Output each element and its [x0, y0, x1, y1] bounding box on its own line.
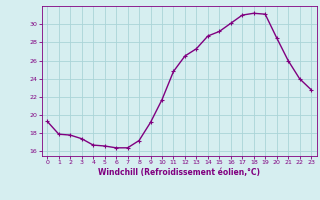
X-axis label: Windchill (Refroidissement éolien,°C): Windchill (Refroidissement éolien,°C) [98, 168, 260, 177]
